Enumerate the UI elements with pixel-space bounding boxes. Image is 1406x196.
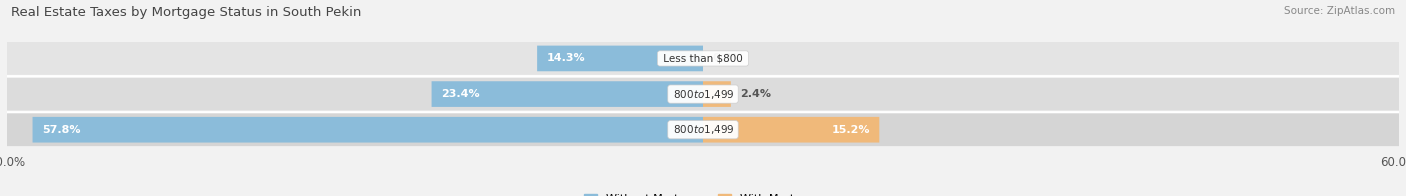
Text: 0.0%: 0.0% — [713, 54, 742, 64]
FancyBboxPatch shape — [537, 46, 703, 71]
Legend: Without Mortgage, With Mortgage: Without Mortgage, With Mortgage — [579, 189, 827, 196]
Text: 23.4%: 23.4% — [441, 89, 479, 99]
Text: Less than $800: Less than $800 — [659, 54, 747, 64]
FancyBboxPatch shape — [7, 78, 1399, 111]
Text: 14.3%: 14.3% — [547, 54, 585, 64]
FancyBboxPatch shape — [7, 113, 1399, 146]
Text: Source: ZipAtlas.com: Source: ZipAtlas.com — [1284, 6, 1395, 16]
Text: 15.2%: 15.2% — [831, 125, 870, 135]
Text: 57.8%: 57.8% — [42, 125, 80, 135]
Text: $800 to $1,499: $800 to $1,499 — [671, 123, 735, 136]
FancyBboxPatch shape — [7, 42, 1399, 75]
FancyBboxPatch shape — [703, 117, 879, 142]
Text: 2.4%: 2.4% — [740, 89, 770, 99]
FancyBboxPatch shape — [703, 81, 731, 107]
FancyBboxPatch shape — [32, 117, 703, 142]
Text: $800 to $1,499: $800 to $1,499 — [671, 88, 735, 101]
FancyBboxPatch shape — [432, 81, 703, 107]
Text: Real Estate Taxes by Mortgage Status in South Pekin: Real Estate Taxes by Mortgage Status in … — [11, 6, 361, 19]
